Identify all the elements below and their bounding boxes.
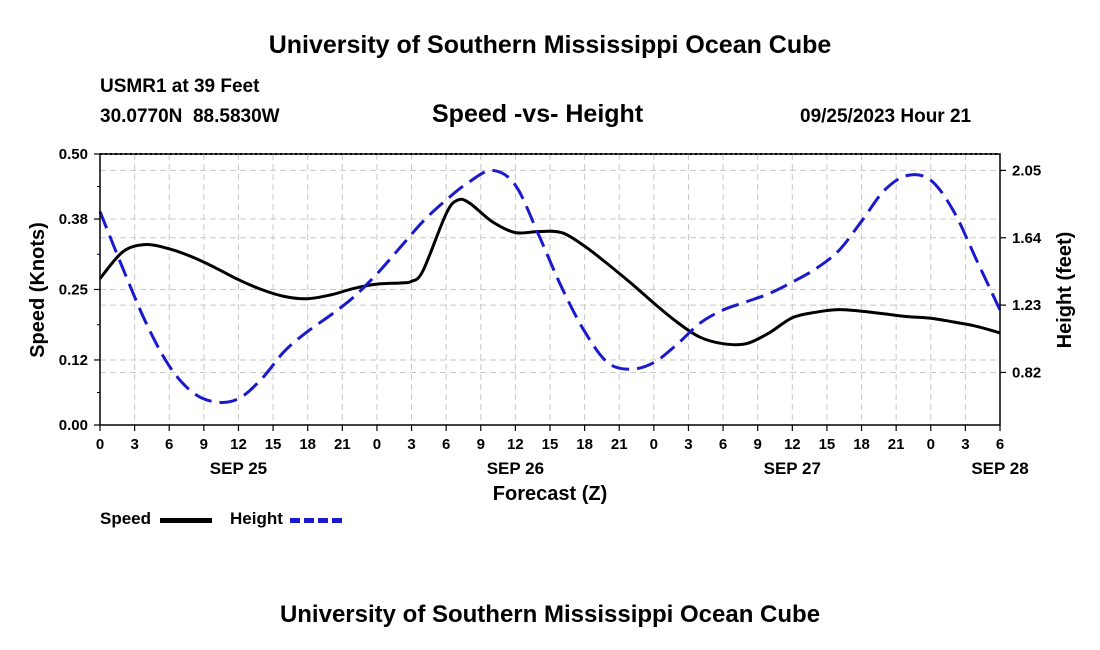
legend-speed-swatch [160,518,212,523]
x-tick-label: 0 [650,436,658,453]
x-tick-label: 3 [130,436,138,453]
x-tick-label: 18 [299,436,316,453]
x-tick-label: 0 [373,436,381,453]
x-tick-label: 12 [507,436,524,453]
date-label: SEP 27 [764,459,821,478]
y-axis-right-label: Height (feet) [1054,232,1076,349]
x-tick-label: 3 [961,436,969,453]
y-right-tick-label: 2.05 [1012,162,1041,179]
x-tick-label: 9 [754,436,762,453]
x-tick-label: 12 [230,436,247,453]
x-tick-label: 6 [165,436,173,453]
y-right-tick-label: 1.23 [1012,297,1041,314]
x-tick-label: 18 [576,436,593,453]
x-tick-label: 15 [542,436,559,453]
y-left-tick-label: 0.38 [59,211,88,228]
legend-height-label: Height [230,509,283,528]
x-tick-label: 12 [784,436,801,453]
x-tick-label: 0 [927,436,935,453]
axes: 0 3 6 9 12 15 18 21 0 3 6 9 12 15 18 21 0 3 6 9 12 15 18 21 0 3 6 S… [59,146,1042,478]
y-right-tick-label: 1.64 [1012,230,1042,247]
datetime-label: 09/25/2023 Hour 21 [800,106,972,127]
legend-height-swatch [290,518,342,523]
x-tick-label: 6 [442,436,450,453]
date-label: SEP 28 [971,459,1028,478]
y-left-tick-label: 0.00 [59,417,88,434]
x-tick-label: 18 [853,436,870,453]
x-tick-label: 21 [888,436,905,453]
footer-title: University of Southern Mississippi Ocean… [279,601,821,628]
series-line-speed [98,197,1001,347]
chart-title: Speed -vs- Height [432,100,644,128]
date-label: SEP 25 [210,459,267,478]
y-right-tick-label: 0.82 [1012,364,1041,381]
y-left-tick-label: 0.25 [59,282,88,299]
grid-lines [100,154,1000,425]
y-axis-left-label: Speed (Knots) [27,222,49,358]
date-label: SEP 26 [487,459,544,478]
x-tick-label: 9 [200,436,208,453]
x-tick-label: 9 [477,436,485,453]
legend-speed-label: Speed [100,509,152,528]
x-tick-label: 0 [96,436,104,453]
x-tick-label: 21 [334,436,351,453]
location-label: 30.0770N 88.5830W [100,106,280,127]
x-axis-label: Forecast (Z) [493,483,607,505]
y-left-tick-label: 0.12 [59,352,88,369]
x-tick-label: 6 [996,436,1004,453]
station-label: USMR1 at 39 Feet [100,76,260,97]
x-tick-label: 3 [684,436,692,453]
x-tick-label: 15 [819,436,836,453]
x-tick-label: 3 [407,436,415,453]
x-tick-label: 6 [719,436,727,453]
series-line-height [98,168,1002,404]
page-title: University of Southern Mississippi Ocean… [268,31,832,59]
x-tick-label: 15 [265,436,282,453]
series-layer [98,168,1002,404]
y-left-tick-label: 0.50 [59,146,88,163]
x-tick-label: 21 [611,436,628,453]
